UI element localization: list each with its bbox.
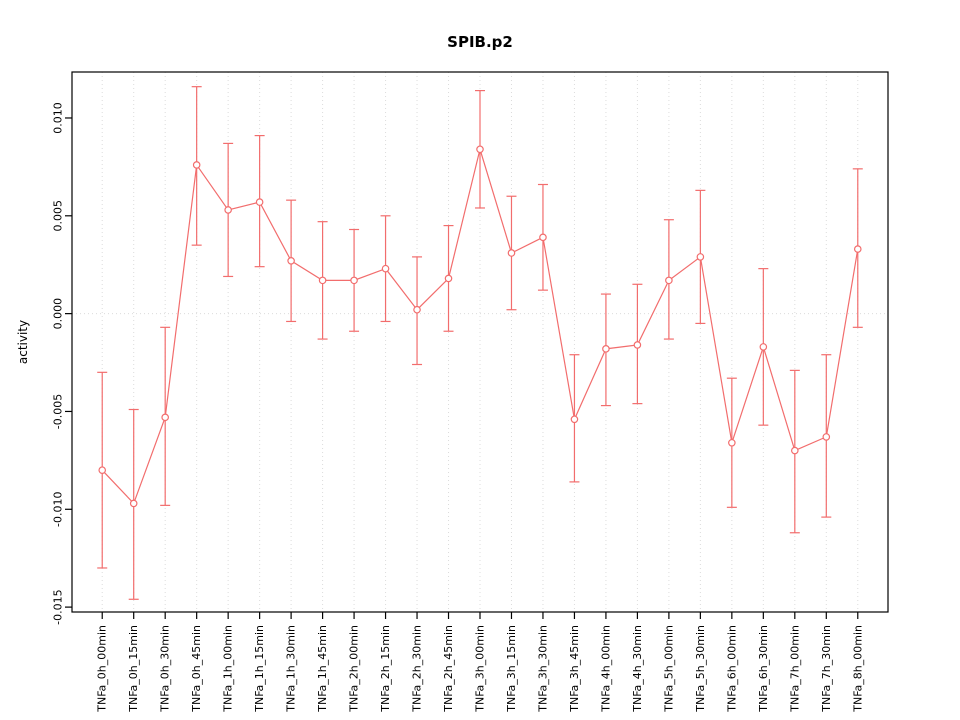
x-tick-label: TNFa_1h_45min	[316, 625, 329, 713]
data-point	[507, 249, 516, 257]
x-tick-label: TNFa_0h_15min	[127, 625, 140, 713]
x-tick-label: TNFa_6h_30min	[757, 625, 770, 713]
data-point	[161, 413, 169, 422]
data-point	[350, 276, 358, 285]
data-point	[381, 264, 390, 273]
x-tick-label: TNFa_4h_00min	[599, 625, 612, 713]
series-layer	[97, 86, 863, 600]
x-tick-label: TNFa_1h_15min	[253, 625, 266, 713]
x-tick-label: TNFa_5h_30min	[694, 625, 707, 713]
y-tick-label: -0.015	[52, 589, 65, 624]
data-point	[728, 438, 736, 447]
x-tick-label: TNFa_0h_00min	[96, 625, 109, 713]
data-point	[129, 499, 138, 508]
x-tick-label: TNFa_2h_30min	[411, 625, 424, 713]
x-tick-label: TNFa_7h_30min	[820, 625, 833, 713]
x-tick-label: TNFa_3h_00min	[474, 625, 487, 713]
grid-layer	[72, 72, 888, 612]
x-tick-label: TNFa_5h_00min	[662, 625, 675, 713]
x-tick-label: TNFa_0h_45min	[190, 625, 203, 713]
axes-layer: -0.015 -0.010 -0.005 0.000 0.005 0.010 TNFa_0h…	[52, 102, 865, 712]
plot-border	[71, 71, 889, 613]
data-point	[255, 198, 264, 206]
x-tick-label: TNFa_1h_30min	[285, 625, 298, 713]
data-point	[853, 245, 862, 253]
data-point	[539, 233, 547, 242]
data-point	[413, 305, 421, 314]
x-tick-label: TNFa_3h_15min	[505, 625, 518, 713]
y-tick-label: -0.010	[52, 492, 65, 527]
data-point	[822, 433, 831, 441]
x-tick-label: TNFa_3h_30min	[536, 625, 549, 713]
x-tick-label: TNFa_7h_00min	[788, 625, 801, 713]
x-tick-label: TNFa_0h_30min	[159, 625, 172, 713]
y-tick-label: 0.000	[52, 298, 65, 330]
y-tick-label: 0.005	[52, 200, 65, 232]
y-axis-title: activity	[16, 320, 30, 364]
data-point	[476, 145, 484, 154]
data-point	[633, 341, 642, 349]
data-point	[318, 276, 327, 285]
data-point	[759, 343, 768, 351]
x-tick-label: TNFa_4h_30min	[631, 625, 644, 713]
x-tick-label: TNFa_8h_00min	[851, 625, 864, 713]
x-tick-label: TNFa_2h_15min	[379, 625, 392, 713]
data-point	[287, 257, 295, 265]
x-tick-label: TNFa_2h_45min	[442, 625, 455, 713]
data-point	[696, 253, 705, 261]
data-point	[791, 446, 799, 455]
y-tick-label: -0.005	[52, 394, 65, 429]
data-point	[192, 161, 201, 169]
data-point	[224, 206, 232, 214]
x-tick-label: TNFa_6h_00min	[725, 625, 738, 713]
chart-title: SPIB.p2	[447, 33, 513, 51]
x-tick-label: TNFa_2h_00min	[348, 625, 361, 713]
x-tick-label: TNFa_1h_00min	[222, 625, 235, 713]
data-point	[444, 274, 453, 283]
data-point	[570, 415, 579, 424]
data-point	[98, 466, 107, 474]
y-tick-label: 0.010	[52, 102, 65, 134]
x-tick-label: TNFa_3h_45min	[568, 625, 581, 713]
data-point	[665, 276, 673, 285]
data-point	[602, 345, 610, 353]
